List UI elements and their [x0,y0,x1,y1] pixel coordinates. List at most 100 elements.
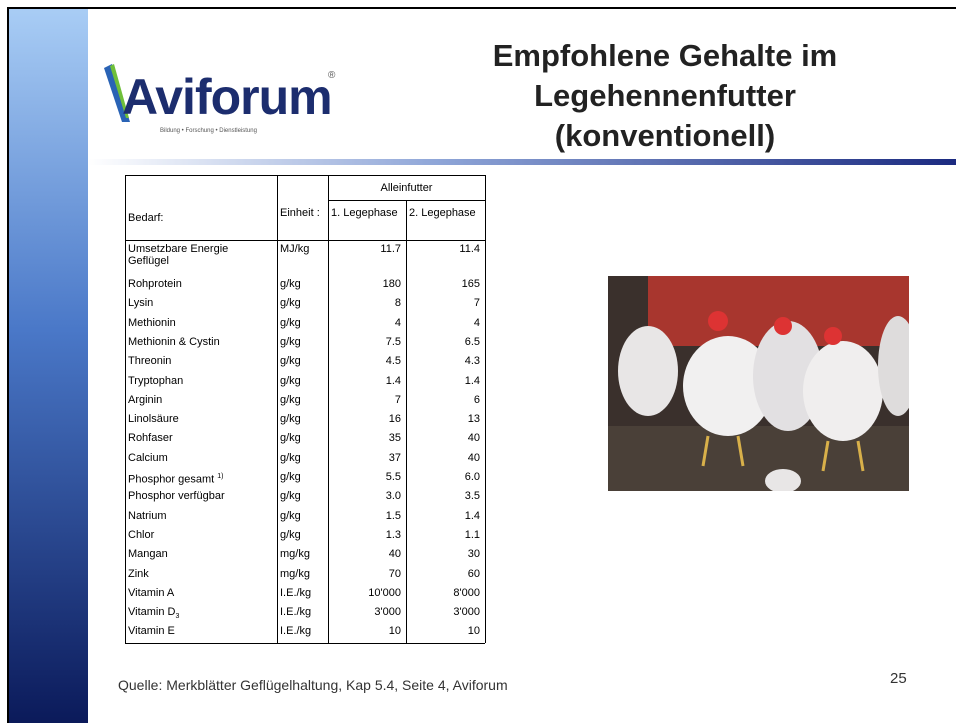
table-cell: MJ/kg [280,243,310,255]
table-cell: 7.5 [385,335,401,348]
table-cell: Chlor [128,528,155,541]
table-cell: 165 [461,278,480,290]
table-cell: 8 [394,297,401,310]
table-cell: I.E./kg [280,606,312,619]
table-cell: 1.4 [464,509,480,522]
table-cell: 70 [388,567,401,580]
table-cell: 40 [467,451,480,464]
table-line [125,175,126,643]
table-cell: 3'000 [453,606,480,619]
logo-tagline: Bildung • Forschung • Dienstleistung [160,128,257,134]
group-header: Alleinfutter [380,182,433,194]
table-cell: Lysin [128,297,154,310]
table-cell: g/kg [280,335,301,348]
table-line [406,200,407,643]
table-cell: Phosphor gesamt 1) [128,471,250,486]
table-cell: g/kg [280,316,301,329]
table-cell: Calcium [128,451,168,464]
table-cell: g/kg [280,490,301,503]
table-cell: 3.0 [385,490,401,503]
table-cell: 16 [388,413,401,426]
column-header: Einheit : [280,207,320,219]
table-cell: Methionin & Cystin [128,335,220,348]
table-cell: Natrium [128,509,167,522]
table-line [328,175,329,643]
table-cell: 40 [467,432,480,445]
table-cell: 40 [388,548,401,561]
table-cell: Vitamin D3 [128,606,250,623]
table-cell: Phosphor verfügbar [128,490,225,503]
left-bar [8,8,88,723]
table-cell: 37 [388,451,401,464]
table-cell: 4.5 [385,355,401,368]
table-cell: 3.5 [464,490,480,503]
table-line [125,240,485,241]
column-header: Bedarf: [128,212,164,224]
table-cell: g/kg [280,393,301,406]
table-cell: 6.5 [464,335,480,348]
table-cell: 35 [388,432,401,445]
table-cell: 30 [467,548,480,561]
table-cell: Rohprotein [128,278,182,290]
table-line [485,175,486,643]
table-cell: 4 [394,316,401,329]
table-cell: 10 [388,625,401,638]
table-cell: g/kg [280,451,301,464]
table-cell: Tryptophan [128,374,184,387]
table-cell: 6.0 [464,471,480,483]
logo-name: Aviforum [122,69,333,125]
title-line: (konventionell) [554,118,776,153]
source-note: Quelle: Merkblätter Geflügelhaltung, Kap… [118,677,508,693]
cell-text: Phosphor gesamt [128,473,218,486]
table-cell: g/kg [280,471,301,483]
table-cell: 7 [473,297,480,310]
column-header: 1. Legephase [331,207,398,219]
cell-sub: 3 [175,613,180,621]
title-line: Empfohlene Gehalte im [492,38,838,73]
table-cell: 7 [394,393,401,406]
table-cell: 4 [473,316,480,329]
table-cell: 1.4 [464,374,480,387]
table-cell: 1.3 [385,528,401,541]
table-cell: 3'000 [374,606,401,619]
table-cell: 11.4 [459,243,480,255]
table-cell: Threonin [128,355,172,368]
table-cell: g/kg [280,432,301,445]
table-cell: mg/kg [280,548,310,561]
table-cell: 1.5 [385,509,401,522]
table-cell: Arginin [128,393,163,406]
cell-text: Vitamin D [128,606,176,619]
table-cell: 1.4 [385,374,401,387]
table-line [125,642,485,644]
table-cell: g/kg [280,355,301,368]
table-cell: g/kg [280,374,301,387]
photo-hens [608,276,909,491]
table-cell: 10'000 [368,586,401,599]
table-cell: Vitamin E [128,625,175,638]
table-cell: Rohfaser [128,432,173,445]
table-cell: Vitamin A [128,586,175,599]
logo-registered: ® [328,70,336,81]
table-cell: I.E./kg [280,586,312,599]
left-border [7,7,9,723]
table-cell: Zink [128,567,149,580]
table-cell: g/kg [280,297,301,310]
logo-swoosh [104,64,130,122]
title-line: Legehennenfutter [534,78,796,113]
table-line [125,175,485,176]
table-cell: 60 [467,567,480,580]
table-cell: g/kg [280,509,301,522]
table-cell: Umsetzbare Energie Geflügel [128,243,229,267]
table-cell: Linolsäure [128,413,179,426]
table-cell: 6 [473,393,480,406]
table-cell: 4.3 [464,355,480,368]
table-cell: 11.7 [380,243,401,255]
table-cell: I.E./kg [280,625,312,638]
table-line [277,175,278,643]
page-number: 25 [890,670,907,687]
table-cell: 1.1 [464,528,480,541]
table-cell: 5.5 [385,471,401,483]
table-cell: g/kg [280,528,301,541]
title: Empfohlene Gehalte im Legehennenfutter (… [440,36,890,156]
